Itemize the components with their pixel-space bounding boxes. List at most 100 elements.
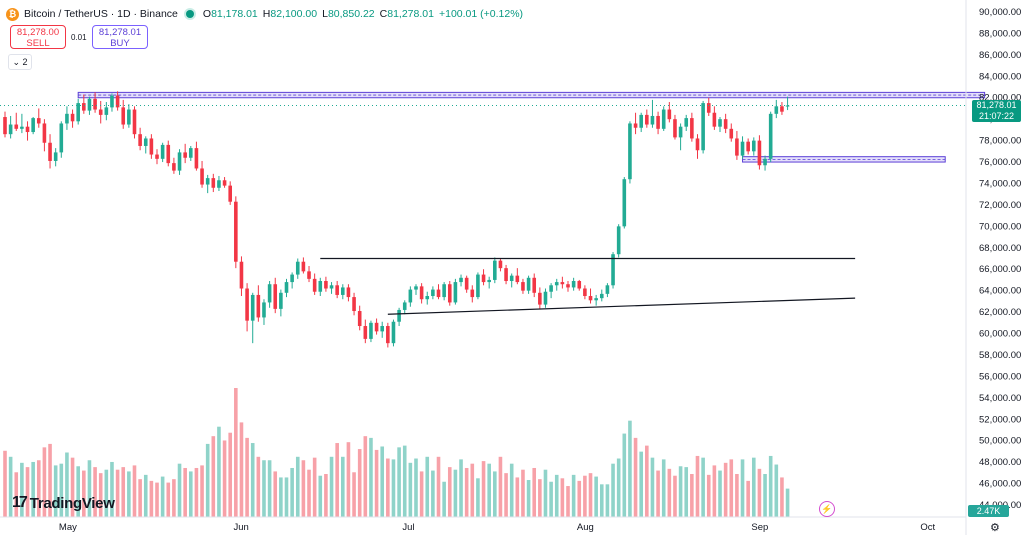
spread-value: 0.01	[71, 33, 87, 42]
volume-bar	[8, 456, 13, 517]
volume-bar	[661, 459, 666, 517]
candle-body	[352, 297, 356, 312]
candle-body	[183, 152, 187, 158]
volume-bar	[138, 479, 142, 517]
candle-body	[774, 106, 779, 114]
volume-bar	[217, 426, 221, 517]
volume-bar	[402, 445, 407, 517]
time-tick-label: Jun	[233, 522, 248, 533]
volume-bar	[628, 420, 632, 517]
volume-bar	[735, 474, 739, 517]
candle-body	[70, 113, 75, 122]
tradingview-logo[interactable]: 17 TradingView	[12, 494, 115, 512]
price-change: +100.01 (+0.12%)	[438, 8, 524, 20]
volume-bar	[380, 446, 385, 517]
candle-body	[436, 289, 441, 298]
bar-countdown: 21:07:22	[978, 111, 1015, 121]
candle-body	[301, 261, 306, 272]
volume-bar	[588, 473, 593, 517]
price-tick-label: 46,000.00	[979, 479, 1021, 490]
candle-body	[751, 140, 756, 152]
candle-body	[476, 274, 480, 298]
volume-bar	[318, 475, 323, 517]
candle-body	[729, 128, 734, 139]
sell-price: 81,278.00	[16, 27, 60, 38]
volume-bar	[774, 464, 779, 517]
volume-bar	[211, 436, 216, 517]
lightning-icon[interactable]: ⚡	[819, 501, 835, 517]
tradingview-wordmark: TradingView	[29, 494, 115, 512]
volume-bar	[549, 481, 553, 517]
time-axis[interactable]: May Jun Jul Aug Sep Oct	[59, 522, 936, 533]
candle-body	[695, 138, 700, 151]
candle-body	[217, 180, 221, 188]
candle-body	[583, 288, 587, 297]
volume-bar	[566, 486, 570, 517]
candle-body	[408, 289, 413, 303]
volume-bar	[357, 449, 362, 517]
indicators-toggle[interactable]: ⌄ 2	[8, 54, 32, 70]
volume-bar	[172, 479, 176, 517]
price-axis[interactable]: 90,000.00 88,000.00 86,000.00 84,000.00 82,0…	[979, 7, 1021, 511]
candle-body	[493, 260, 497, 280]
volume-bar	[493, 471, 497, 517]
volume-bar	[667, 468, 672, 517]
volume-bar	[160, 476, 165, 517]
gear-icon[interactable]: ⚙	[990, 522, 1000, 534]
candle-body	[718, 119, 722, 127]
price-tick-label: 88,000.00	[979, 28, 1021, 39]
volume-bar	[183, 467, 187, 517]
chevron-down-icon: ⌄	[12, 56, 23, 67]
sell-button[interactable]: 81,278.00 SELL	[10, 25, 66, 49]
candle-body	[740, 141, 745, 156]
volume-bar	[740, 459, 745, 517]
candle-body	[639, 114, 643, 128]
price-tick-label: 90,000.00	[979, 7, 1021, 18]
candle-body	[188, 148, 193, 158]
volume-bar	[616, 458, 621, 517]
volume-bar	[560, 478, 565, 517]
candle-body	[87, 98, 92, 111]
volume-bar	[284, 477, 289, 517]
candle-body	[650, 115, 655, 125]
volume-bar	[239, 422, 244, 517]
candle-body	[447, 284, 452, 303]
price-tick-label: 58,000.00	[979, 350, 1021, 361]
candle-body	[357, 311, 362, 327]
volume-bar	[397, 447, 401, 517]
candle-body	[14, 124, 19, 129]
candle-body	[481, 274, 486, 283]
volume-bar	[695, 455, 700, 517]
volume-bar	[639, 451, 643, 517]
buy-button[interactable]: 81,278.01 BUY	[92, 25, 148, 49]
candle-body	[380, 326, 385, 332]
volume-bar	[594, 476, 598, 517]
trendlines[interactable]	[320, 257, 856, 315]
candle-body	[667, 109, 672, 120]
candle-body	[594, 298, 598, 301]
zones[interactable]	[77, 91, 986, 163]
candle-body	[25, 126, 30, 133]
ohlc-low: L80,850.22	[322, 8, 375, 20]
candle-body	[93, 98, 97, 110]
volume-bar	[470, 463, 475, 517]
volume-bar	[476, 478, 480, 517]
volume-bar	[341, 456, 345, 517]
candle-body	[673, 119, 677, 138]
candle-body	[234, 201, 238, 262]
candles	[3, 91, 790, 348]
volume-bar	[3, 450, 7, 517]
candle-body	[31, 118, 35, 133]
candle-body	[324, 281, 328, 289]
candle-body	[363, 326, 368, 339]
volume-bar	[447, 467, 452, 517]
time-tick-label: Jul	[402, 522, 414, 533]
trendline-support[interactable]	[387, 297, 856, 315]
volume-bar	[780, 477, 784, 517]
volume-bar	[785, 488, 790, 517]
symbol-title[interactable]: Bitcoin / TetherUS · 1D · Binance	[24, 8, 178, 20]
candle-body	[36, 118, 41, 124]
volume-bar	[504, 473, 508, 517]
candle-body	[267, 284, 272, 303]
